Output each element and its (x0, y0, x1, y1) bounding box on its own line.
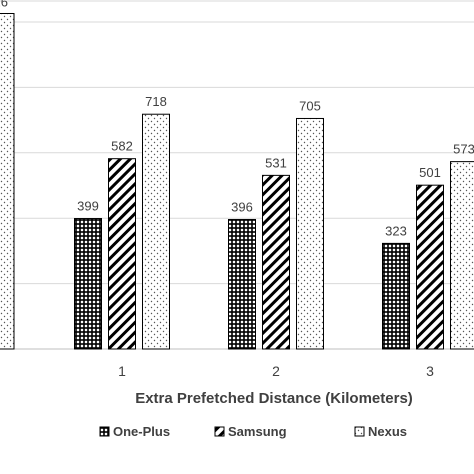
legend: One-Plus Samsung Nexus (99, 424, 407, 439)
bars (0, 12, 474, 350)
bar-nexus-partial (0, 12, 15, 350)
legend-label-one-plus: One-Plus (113, 424, 170, 439)
legend-item-nexus: Nexus (354, 424, 407, 439)
data-label-one-plus-2: 396 (231, 200, 253, 215)
bar-one-plus-2 (228, 219, 256, 350)
legend-item-one-plus: One-Plus (99, 424, 170, 439)
legend-swatch-one-plus (99, 426, 110, 437)
legend-swatch-samsung (214, 426, 225, 437)
data-label-nexus-3: 573 (453, 142, 474, 157)
x-axis-title: Extra Prefetched Distance (Kilometers) (135, 390, 413, 407)
x-tick-label-1: 1 (118, 363, 126, 379)
x-tick-label-3: 3 (426, 363, 434, 379)
x-tick-labels: 1 2 3 (118, 363, 434, 379)
x-tick-label-2: 2 (272, 363, 280, 379)
data-label-samsung-3: 501 (419, 165, 441, 180)
legend-swatch-nexus (354, 426, 365, 437)
data-labels: 26 399 582 718 396 531 705 323 501 573 (0, 0, 474, 238)
bar-samsung-2 (262, 174, 290, 350)
bar-samsung-3 (416, 184, 444, 350)
legend-label-samsung: Samsung (228, 424, 287, 439)
bar-one-plus-3 (382, 242, 410, 350)
data-label-one-plus-1: 399 (77, 199, 99, 214)
data-label-samsung-2: 531 (265, 155, 287, 170)
legend-label-nexus: Nexus (368, 424, 407, 439)
bar-nexus-3 (450, 161, 474, 350)
bar-one-plus-1 (74, 218, 102, 350)
bar-nexus-1 (142, 113, 170, 350)
data-label-nexus-1: 718 (145, 94, 167, 109)
data-label-nexus-2: 705 (299, 98, 321, 113)
bar-samsung-1 (108, 158, 136, 350)
data-label-one-plus-3: 323 (385, 223, 407, 238)
data-label-nexus-partial: 26 (0, 0, 8, 9)
legend-item-samsung: Samsung (214, 424, 287, 439)
bar-nexus-2 (296, 117, 324, 350)
data-label-samsung-1: 582 (111, 139, 133, 154)
